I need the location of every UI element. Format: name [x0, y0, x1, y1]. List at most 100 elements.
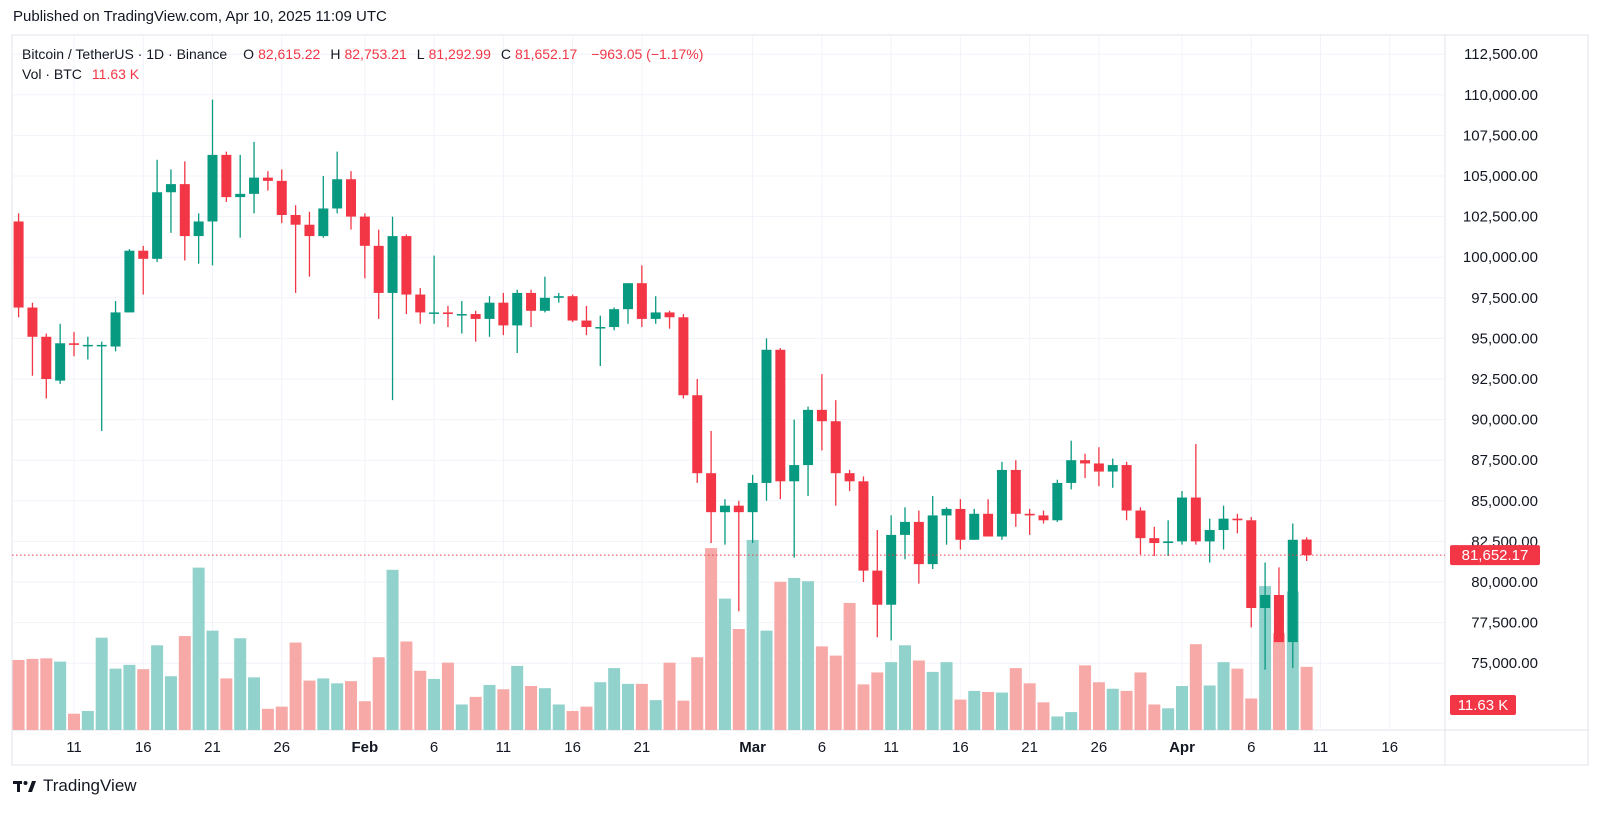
candle-body [235, 193, 246, 198]
candle-body [1066, 460, 1077, 483]
candle-body [290, 214, 301, 225]
volume-bar [1176, 686, 1188, 730]
volume-label[interactable]: Vol · BTC [22, 66, 82, 82]
time-tick-label: 11 [66, 739, 82, 756]
time-tick-label: 16 [135, 739, 152, 756]
volume-bar [275, 706, 288, 730]
volume-bar [372, 657, 385, 730]
candle-body [678, 317, 689, 396]
candle-body [1107, 465, 1118, 472]
volume-bar [899, 645, 911, 730]
candle-body [789, 465, 800, 482]
close-value: 81,652.17 [515, 46, 578, 62]
time-tick-label: Mar [739, 739, 766, 756]
candle-body [913, 521, 924, 565]
candle-body [442, 312, 453, 315]
last-price-tag-bg [1450, 545, 1540, 566]
volume-bar [303, 680, 316, 730]
time-tick-label: 11 [1313, 739, 1329, 756]
volume-bar [594, 682, 607, 730]
candle-body [1204, 530, 1215, 542]
published-header: Published on TradingView.com, Apr 10, 20… [13, 8, 387, 25]
price-tick-label: 77,500.00 [1471, 615, 1538, 632]
volume-bar [331, 683, 344, 730]
volume-bar [1148, 704, 1161, 730]
change-value: −963.05 (−1.17%) [591, 46, 704, 62]
volume-bar [137, 669, 150, 730]
volume-bar [677, 700, 690, 730]
candle-body [304, 224, 315, 237]
time-tick-label: 21 [1021, 739, 1038, 756]
price-tick-label: 75,000.00 [1471, 655, 1538, 672]
volume-bar [345, 681, 357, 730]
volume-bar [1134, 672, 1147, 730]
volume-bar [691, 657, 704, 730]
time-tick-label: 6 [818, 739, 826, 756]
volume-bar [1079, 665, 1092, 730]
volume-bar [705, 548, 718, 730]
volume-bar [1009, 668, 1022, 730]
volume-bar [926, 671, 939, 730]
symbol-label[interactable]: Bitcoin / TetherUS · 1D · Binance [22, 46, 228, 62]
time-tick-label: 26 [1091, 739, 1108, 756]
candle-body [955, 508, 966, 540]
volume-bar [663, 662, 676, 730]
candle-body [664, 312, 675, 318]
volume-bar [1189, 644, 1202, 730]
time-tick-label: 6 [1247, 739, 1255, 756]
volume-bar [622, 683, 634, 730]
volume-bar [164, 676, 177, 730]
volume-bars [12, 539, 1313, 730]
candle-body [719, 505, 730, 513]
volume-bar [455, 704, 468, 730]
last-price-tag: 81,652.17 [1462, 547, 1529, 564]
low-value: 81,292.99 [428, 46, 491, 62]
legend: Bitcoin / TetherUS · 1D · Binance O 82,61… [22, 44, 703, 84]
chart-border [11, 34, 1589, 766]
price-tick-label: 105,000.00 [1463, 168, 1538, 185]
candle-body [830, 421, 841, 474]
candle-body [276, 180, 287, 215]
time-tick-label: 11 [496, 739, 512, 756]
candle-body [1010, 469, 1021, 514]
brand-name[interactable]: TradingView [43, 776, 137, 795]
candle-body [13, 221, 24, 308]
time-tick-label: Feb [352, 739, 379, 756]
time-tick-label: 26 [273, 739, 290, 756]
volume-bar [857, 684, 870, 730]
candle-body [526, 292, 537, 311]
candle-body [221, 154, 232, 198]
volume-bar [109, 668, 122, 730]
candle-body [55, 343, 66, 381]
volume-bar [525, 686, 538, 730]
candle-body [1038, 515, 1049, 521]
candle-body [69, 343, 79, 345]
volume-bar [982, 691, 995, 730]
volume-bar [649, 700, 662, 730]
price-tick-label: 107,500.00 [1463, 127, 1538, 144]
volume-bar [220, 678, 233, 730]
price-tick-label: 112,500.00 [1464, 46, 1538, 63]
candle-body [359, 216, 370, 246]
volume-bar [497, 689, 510, 730]
candle-body [110, 312, 121, 347]
price-tick-label: 90,000.00 [1471, 412, 1538, 429]
volume-bar [1106, 688, 1119, 730]
volume-bar [1203, 685, 1216, 730]
candle-body [249, 177, 260, 194]
candle-body [96, 344, 107, 347]
candle-body [498, 302, 509, 326]
volume-tag: 11.63 K [1458, 697, 1509, 714]
candle-body [816, 409, 827, 422]
volume-bar [912, 660, 925, 730]
volume-bar [829, 655, 842, 730]
high-key: H [330, 46, 341, 62]
time-tick-label: 6 [430, 739, 438, 756]
volume-bar [1120, 690, 1133, 730]
candle-body [124, 250, 135, 313]
candle-body [733, 505, 744, 513]
low-key: L [416, 46, 425, 62]
candle-body [262, 177, 273, 181]
volume-bar [940, 662, 953, 730]
